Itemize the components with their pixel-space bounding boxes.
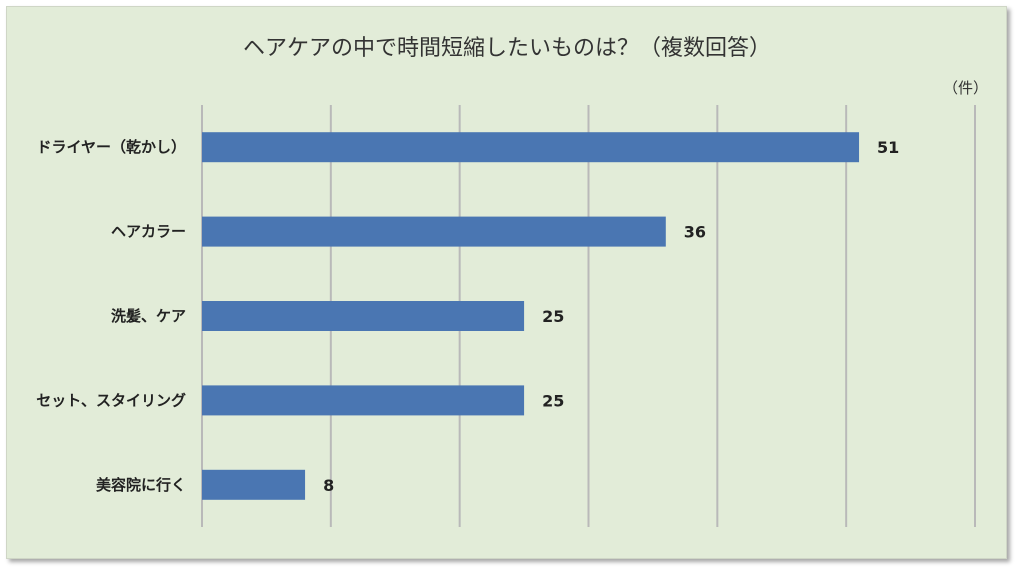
category-label-2: 洗髪、ケア [111, 307, 186, 325]
bar-2 [202, 301, 525, 331]
bar-0 [202, 132, 860, 163]
labels: ドライヤー（乾かし） 51 ヘアカラー 36 洗髪、ケア 25 セット、スタイリング 25 美容… [36, 138, 899, 495]
category-label-0: ドライヤー（乾かし） [36, 138, 186, 156]
value-label-1: 36 [684, 223, 706, 242]
chart-title: ヘアケアの中で時間短縮したいものは？（複数回答） [243, 36, 771, 61]
chart-frame: ヘアケアの中で時間短縮したいものは？（複数回答） （件） ドライヤー（乾かし） 5… [6, 6, 1007, 559]
bar-1 [202, 216, 666, 247]
category-label-4: 美容院に行く [96, 476, 186, 494]
value-label-4: 8 [323, 476, 334, 495]
bar-4 [202, 469, 306, 500]
bars [202, 132, 860, 500]
category-label-3: セット、スタイリング [36, 391, 186, 409]
value-label-3: 25 [542, 391, 564, 410]
bar-chart: ヘアケアの中で時間短縮したいものは？（複数回答） （件） ドライヤー（乾かし） 5… [36, 36, 988, 527]
value-label-0: 51 [877, 138, 899, 157]
category-label-1: ヘアカラー [111, 223, 186, 241]
unit-label: （件） [943, 79, 988, 97]
value-label-2: 25 [542, 307, 564, 326]
bar-3 [202, 385, 525, 416]
